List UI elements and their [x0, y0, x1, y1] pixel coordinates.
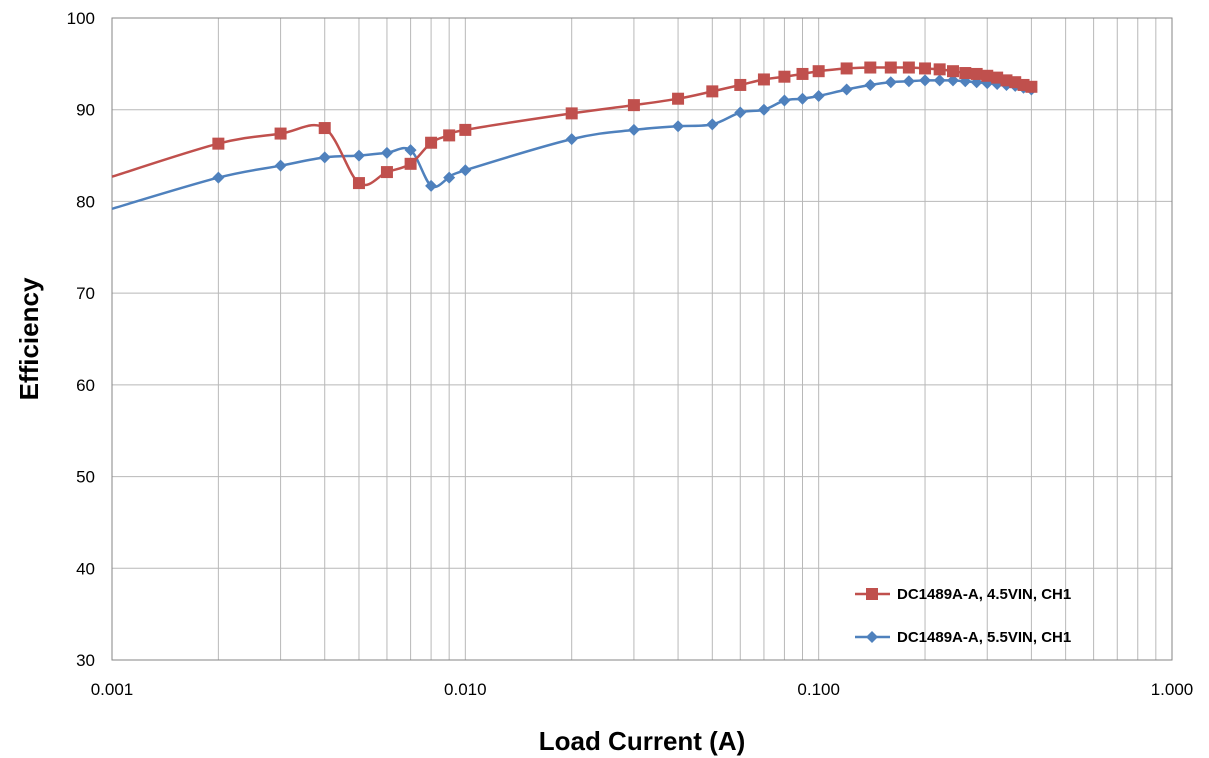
legend-entry: DC1489A-A, 5.5VIN, CH1: [855, 629, 1071, 646]
y-tick-label: 70: [76, 284, 95, 303]
data-point: [672, 92, 685, 105]
chart-grid: [112, 18, 1172, 660]
series-0: [111, 61, 1038, 190]
y-tick-label: 30: [76, 651, 95, 670]
data-point: [778, 94, 791, 107]
data-point: [947, 65, 960, 78]
y-axis-title: Efficiency: [14, 277, 44, 400]
data-point: [318, 151, 331, 164]
data-point: [274, 127, 287, 140]
data-point: [778, 70, 791, 83]
data-point: [919, 62, 932, 75]
data-point: [318, 122, 331, 135]
x-axis-tick-labels: 0.001 0.010 0.100 1.000: [91, 680, 1194, 699]
data-point: [565, 107, 578, 120]
x-axis-title: Load Current (A): [539, 726, 746, 756]
data-point: [933, 63, 946, 76]
series-layer: [111, 61, 1038, 210]
legend-entry: DC1489A-A, 4.5VIN, CH1: [855, 586, 1071, 603]
data-point: [706, 85, 719, 98]
data-point: [991, 71, 1004, 84]
data-point: [1025, 80, 1038, 93]
data-point: [902, 61, 915, 74]
legend-label: DC1489A-A, 5.5VIN, CH1: [897, 629, 1071, 646]
y-tick-label: 60: [76, 376, 95, 395]
data-point: [734, 106, 747, 119]
data-point: [380, 146, 393, 159]
data-point: [933, 74, 946, 87]
data-point: [212, 171, 225, 184]
data-point: [443, 129, 456, 142]
data-point: [840, 62, 853, 75]
data-point: [981, 69, 994, 82]
data-point: [902, 75, 915, 88]
data-point: [565, 133, 578, 146]
data-point: [425, 136, 438, 149]
data-point: [947, 74, 960, 87]
data-point: [959, 67, 972, 80]
x-tick-label: 0.001: [91, 680, 134, 699]
data-point: [919, 74, 932, 87]
x-tick-label: 0.010: [444, 680, 487, 699]
data-point: [706, 118, 719, 131]
plot-area-frame: [111, 17, 1173, 661]
y-tick-label: 90: [76, 101, 95, 120]
data-point: [212, 137, 225, 150]
data-point: [884, 76, 897, 89]
data-point: [757, 73, 770, 86]
data-point: [970, 67, 983, 80]
data-point: [274, 159, 287, 172]
data-point: [352, 177, 365, 190]
data-point: [443, 171, 456, 184]
x-tick-label: 0.100: [797, 680, 840, 699]
data-point: [757, 103, 770, 116]
legend-marker: [866, 631, 878, 643]
data-point: [812, 65, 825, 78]
data-point: [404, 144, 417, 157]
data-point: [884, 61, 897, 74]
data-point: [404, 157, 417, 170]
data-point: [627, 123, 640, 136]
y-tick-label: 50: [76, 468, 95, 487]
y-tick-label: 80: [76, 192, 95, 211]
data-point: [459, 164, 472, 177]
series-1: [111, 74, 1038, 210]
y-tick-label: 40: [76, 559, 95, 578]
legend-marker: [866, 588, 878, 600]
data-point: [734, 78, 747, 91]
data-point: [864, 61, 877, 74]
legend: DC1489A-A, 4.5VIN, CH1 DC1489A-A, 5.5VIN,…: [855, 586, 1071, 646]
data-point: [425, 179, 438, 192]
data-point: [864, 78, 877, 91]
x-tick-label: 1.000: [1151, 680, 1194, 699]
y-tick-label: 100: [67, 9, 95, 28]
data-point: [627, 99, 640, 112]
data-point: [459, 123, 472, 136]
data-point: [672, 120, 685, 133]
data-point: [796, 67, 809, 80]
data-point: [796, 92, 809, 105]
legend-label: DC1489A-A, 4.5VIN, CH1: [897, 586, 1071, 603]
data-point: [840, 83, 853, 96]
y-axis-tick-labels: 30 40 50 60 70 80 90 100: [67, 9, 95, 670]
data-point: [812, 89, 825, 102]
data-point: [352, 149, 365, 162]
data-point: [380, 166, 393, 179]
